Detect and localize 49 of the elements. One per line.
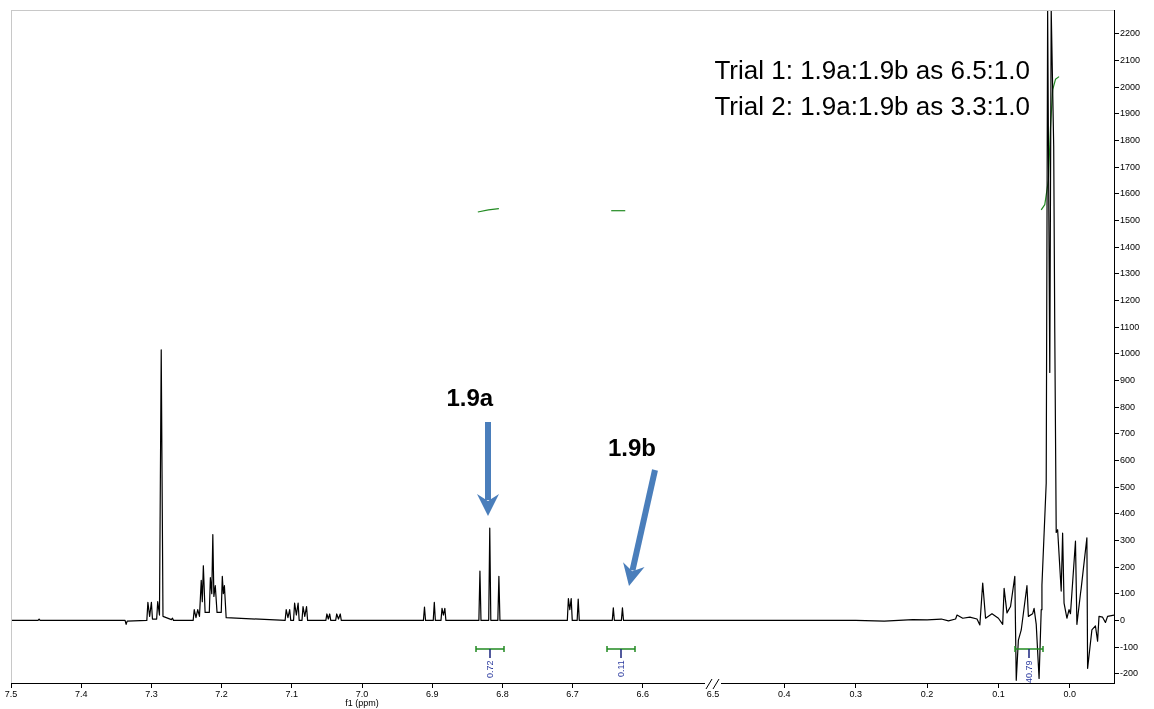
y-tick-label: 2100 [1120, 55, 1141, 66]
x-tick-label: 7.0 [355, 688, 369, 699]
x-axis-title: f1 (ppm) [345, 698, 379, 709]
annotation: Trial 2: 1.9a:1.9b as 3.3:1.0 [714, 90, 1030, 123]
annotation: 1.9b [608, 434, 657, 461]
y-tick-label: -200 [1120, 668, 1139, 679]
x-tick-label: 7.2 [215, 688, 228, 699]
x-tick-label: 0.0 [1063, 688, 1077, 699]
x-tick-label: 7.1 [285, 688, 299, 699]
y-tick-label: 1400 [1120, 241, 1141, 252]
y-tick-label: 600 [1120, 454, 1136, 465]
x-tick-label: 7.3 [145, 688, 158, 699]
annotation: Trial 1: 1.9a:1.9b as 6.5:1.0 [714, 54, 1030, 87]
y-tick-label: 1800 [1120, 135, 1141, 146]
x-tick-label: 6.9 [425, 688, 439, 699]
y-tick-label: 0 [1120, 614, 1126, 625]
y-tick-label: 100 [1120, 588, 1136, 599]
y-tick-label: 1200 [1120, 295, 1141, 306]
y-tick-label: 800 [1120, 401, 1136, 412]
x-tick-label: 6.7 [566, 688, 579, 699]
y-tick-label: 1000 [1120, 348, 1141, 359]
x-tick-label: 7.4 [74, 688, 88, 699]
y-tick-label: 1900 [1120, 108, 1141, 119]
x-tick-label: 6.6 [636, 688, 650, 699]
y-tick-label: 2200 [1120, 28, 1141, 39]
x-tick-label: 0.1 [992, 688, 1005, 699]
y-tick-label: 1600 [1120, 188, 1141, 199]
x-tick-label: 0.3 [849, 688, 862, 699]
annotation: 0.72 [485, 660, 495, 678]
y-tick-label: 400 [1120, 508, 1136, 519]
x-tick-label: 7.5 [4, 688, 18, 699]
y-tick-label: 1500 [1120, 215, 1141, 226]
y-tick-label: 300 [1120, 534, 1136, 545]
annotation: 40.79 [1024, 660, 1034, 683]
y-tick-label: -100 [1120, 641, 1139, 652]
y-tick-label: 200 [1120, 561, 1136, 572]
y-tick-label: 1700 [1120, 161, 1141, 172]
y-tick-label: 1300 [1120, 268, 1141, 279]
x-tick-label: 0.4 [778, 688, 791, 699]
x-tick-label: 0.2 [920, 688, 934, 699]
x-tick-label: 6.8 [496, 688, 509, 699]
y-tick-label: 900 [1120, 374, 1136, 385]
annotation: 1.9a [446, 384, 494, 411]
y-tick-label: 1100 [1120, 321, 1140, 332]
y-tick-label: 700 [1120, 428, 1136, 439]
annotation: 0.11 [616, 660, 626, 677]
y-tick-label: 500 [1120, 481, 1136, 492]
x-tick-label: 6.5 [706, 688, 720, 699]
y-tick-label: 2000 [1120, 81, 1141, 92]
